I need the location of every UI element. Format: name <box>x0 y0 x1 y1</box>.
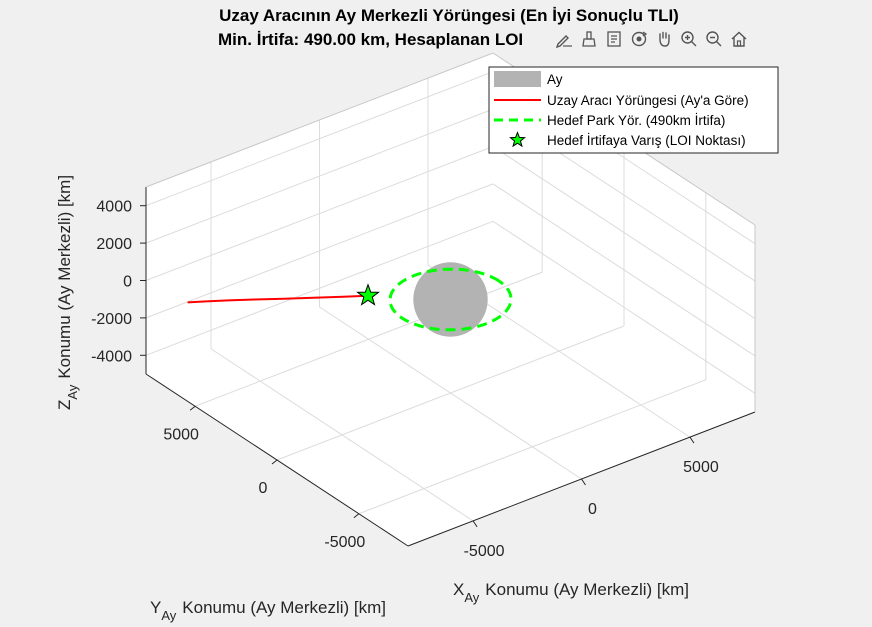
home-icon <box>731 31 746 47</box>
grid-line-y <box>358 379 707 515</box>
zoom-out-icon <box>705 31 721 47</box>
legend-label-loi-point: Hedef İrtifaya Varış (LOI Noktası) <box>547 133 746 148</box>
y-tick-mark <box>189 405 196 411</box>
legend-swatch-loi-marker <box>509 131 526 148</box>
legend-label-trajectory: Uzay Aracı Yörüngesi (Ay'a Göre) <box>547 93 749 108</box>
legend-swatch-moon <box>494 71 541 87</box>
datatip-button[interactable] <box>602 28 625 50</box>
legend-star-icon <box>509 131 526 148</box>
z-tick-label: 2000 <box>96 236 132 253</box>
y-axis-symbol: Y <box>150 598 161 617</box>
y-tick-label: -5000 <box>324 534 365 551</box>
z-axis-subscript: Ay <box>65 384 80 399</box>
x-axis-symbol: X <box>453 580 464 599</box>
y-axis-label: YAy Konumu (Ay Merkezli) [km] <box>150 598 386 623</box>
edit-icon <box>555 35 572 48</box>
loi-point-marker <box>356 283 380 306</box>
pan-icon <box>658 31 670 47</box>
z-tick-label: 4000 <box>96 199 132 216</box>
grid-line-z <box>145 183 494 319</box>
x-tick-label: 5000 <box>683 459 719 476</box>
datatip-icon <box>606 31 621 47</box>
x-axis-subscript: Ay <box>464 590 479 605</box>
z-tick-label: 0 <box>123 274 132 291</box>
z-tick-label: -4000 <box>91 348 132 365</box>
x-tick-mark <box>581 478 586 486</box>
x-tick-label: -5000 <box>464 543 505 560</box>
grid-line-z <box>145 146 494 281</box>
y-tick-label: 0 <box>259 480 268 497</box>
legend-label-parking-orbit: Hedef Park Yör. (490km İrtifa) <box>547 113 725 128</box>
brush-button[interactable] <box>577 28 600 50</box>
grid-line-z <box>145 108 494 244</box>
y-tick-label: 5000 <box>163 426 199 443</box>
tick-labels: -5000 0 5000 -5000 0 5000 -4000 -2000 0 2000 4000 <box>91 199 719 560</box>
x-tick-mark <box>472 520 478 528</box>
zoom-in-icon <box>680 31 696 47</box>
z-axis-text: Konumu (Ay Merkezli) [km] <box>55 175 74 379</box>
y-tick-mark <box>271 459 278 465</box>
legend[interactable]: Ay Uzay Aracı Yörüngesi (Ay'a Göre) Hede… <box>488 66 779 154</box>
rotate-button[interactable] <box>627 28 650 50</box>
data-layer <box>187 262 513 337</box>
moon-sphere <box>413 262 488 337</box>
home-button[interactable] <box>727 28 750 50</box>
x-axis-text: Konumu (Ay Merkezli) [km] <box>485 580 689 599</box>
y-axis-subscript: Ay <box>161 608 176 623</box>
legend-label-moon: Ay <box>547 72 563 87</box>
box-edge <box>145 52 494 188</box>
figure-toolbar <box>552 28 750 50</box>
zoom-in-button[interactable] <box>677 28 700 50</box>
parking-orbit-line <box>388 267 513 332</box>
grid-line-z <box>492 183 756 357</box>
x-tick-label: 0 <box>588 501 597 518</box>
rotate-icon <box>631 31 647 47</box>
chart-subtitle: Min. İrtifa: 490.00 km, Hesaplanan LOI <box>218 30 523 49</box>
x-axis-label: XAy Konumu (Ay Merkezli) [km] <box>453 580 689 605</box>
grid-line-y <box>276 325 625 461</box>
z-tick-label: -2000 <box>91 311 132 328</box>
edit-button[interactable] <box>552 28 575 50</box>
z-axis-symbol: Z <box>55 400 74 410</box>
grid-line-z <box>492 146 756 319</box>
chart-title: Uzay Aracının Ay Merkezli Yörüngesi (En … <box>219 6 679 25</box>
grid-line-z <box>145 71 494 207</box>
brush-icon <box>581 31 596 47</box>
z-axis-label: ZAy Konumu (Ay Merkezli) [km] <box>55 175 80 410</box>
trajectory-line <box>187 294 369 304</box>
pan-button[interactable] <box>652 28 675 50</box>
y-axis-text: Konumu (Ay Merkezli) [km] <box>182 598 386 617</box>
zoom-out-button[interactable] <box>702 28 725 50</box>
x-tick-mark <box>689 436 695 444</box>
grid-line-z <box>145 220 494 356</box>
y-tick-mark <box>353 513 360 519</box>
grid-line-z <box>492 220 756 394</box>
